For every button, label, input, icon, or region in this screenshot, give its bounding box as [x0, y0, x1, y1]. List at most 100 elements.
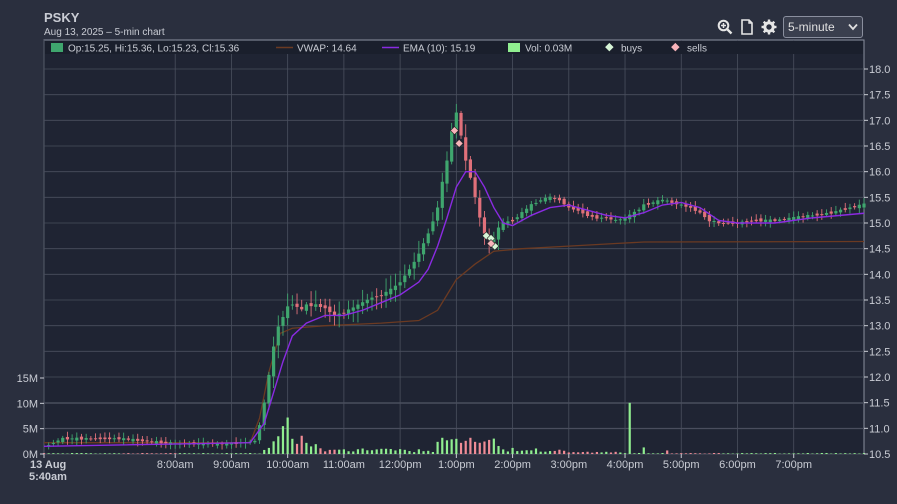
volume-bar: [628, 402, 631, 454]
volume-bar: [169, 453, 172, 454]
candle-body: [745, 221, 749, 223]
volume-bar: [108, 453, 111, 454]
candle-body: [604, 217, 608, 219]
volume-bar: [544, 451, 547, 454]
volume-bar: [380, 448, 383, 454]
volume-bar: [94, 453, 97, 454]
volume-bar: [652, 453, 655, 454]
candle-body: [796, 216, 800, 220]
sell-marker: [450, 126, 459, 136]
candle-body: [229, 443, 234, 445]
candle-body: [853, 206, 857, 208]
time-tick-label: 2:00pm: [494, 459, 531, 471]
candle-body: [707, 214, 711, 222]
candle-body: [286, 306, 290, 319]
price-tick-label: 14.5: [869, 244, 890, 256]
candle-body: [440, 181, 444, 208]
volume-bar: [591, 452, 594, 454]
candle-body: [140, 439, 144, 442]
volume-bar: [384, 448, 388, 454]
volume-bar: [342, 449, 345, 454]
plot-area[interactable]: [43, 39, 865, 455]
candle-body: [342, 312, 346, 314]
price-tick-label: 11.5: [869, 398, 890, 410]
candle-body: [473, 177, 477, 198]
candle-body: [117, 437, 121, 440]
document-icon[interactable]: [739, 19, 755, 35]
volume-bar: [244, 453, 247, 454]
volume-bar: [769, 453, 772, 454]
candle-body: [656, 200, 660, 205]
candle-body: [548, 196, 552, 200]
price-tick-label: 11.0: [869, 423, 890, 435]
volume-bar: [783, 453, 786, 454]
volume-bar: [174, 453, 177, 454]
volume-bar: [375, 449, 378, 454]
price-tick-label: 15.0: [869, 218, 890, 230]
volume-bar: [206, 453, 210, 454]
volume-bar: [567, 452, 570, 454]
candle-body: [712, 220, 716, 222]
volume-bar: [230, 453, 233, 454]
volume-bar: [328, 449, 331, 454]
volume-bar: [530, 450, 533, 454]
candle-body: [403, 275, 407, 283]
volume-bar: [816, 453, 819, 454]
candle-body: [281, 316, 285, 326]
volume-bar: [497, 446, 500, 454]
candle-body: [253, 440, 257, 443]
sell-marker: [454, 139, 464, 148]
legend-label: VWAP: 14.64: [297, 44, 357, 55]
candle-body: [150, 441, 154, 443]
volume-bar: [145, 453, 149, 454]
candle-body: [576, 207, 580, 211]
volume-bar: [235, 453, 238, 454]
volume-bar: [408, 451, 411, 454]
volume-bar: [488, 439, 491, 454]
volume-bar: [71, 453, 74, 454]
time-tick-label: 4:00pm: [607, 459, 644, 471]
candle-body: [51, 442, 55, 444]
time-tick-label: 8:00am: [157, 459, 194, 471]
candle-body: [801, 216, 805, 218]
volume-bar: [249, 453, 252, 454]
volume-bar: [647, 453, 650, 454]
candle-body: [815, 213, 819, 216]
volume-bar: [324, 451, 327, 454]
volume-bar: [361, 448, 364, 454]
volume-bar: [759, 453, 763, 454]
candle-body: [309, 303, 313, 307]
volume-bar: [478, 442, 481, 454]
interval-select[interactable]: 5-minute: [783, 16, 863, 38]
time-tick-label: 10:00am: [266, 459, 309, 471]
candle-body: [98, 437, 102, 440]
gear-icon[interactable]: [761, 19, 777, 35]
volume-bar: [413, 452, 416, 454]
volume-bar: [684, 453, 688, 454]
volume-bar: [844, 453, 847, 454]
volume-bar: [806, 453, 809, 454]
volume-bar: [188, 453, 191, 454]
candle-body: [375, 296, 379, 298]
candle-body: [398, 282, 402, 286]
candle-body: [145, 440, 149, 442]
volume-bar: [56, 453, 60, 454]
candle-body: [464, 137, 468, 161]
candle-body: [609, 217, 613, 220]
candle-body: [693, 206, 697, 211]
volume-bar: [211, 453, 214, 454]
price-tick-label: 16.0: [869, 167, 890, 179]
candle-body: [436, 207, 440, 221]
candle-body: [65, 436, 70, 440]
volume-bar: [586, 451, 589, 454]
ema-series: [43, 170, 865, 447]
volume-bar: [633, 453, 636, 454]
candle-body: [665, 200, 669, 202]
volume-bar: [750, 453, 753, 454]
volume-bar: [520, 450, 524, 454]
volume-bar: [427, 450, 430, 454]
zoom-icon[interactable]: [717, 19, 733, 35]
volume-bar: [848, 453, 852, 454]
time-tick-label: 3:00pm: [550, 459, 587, 471]
